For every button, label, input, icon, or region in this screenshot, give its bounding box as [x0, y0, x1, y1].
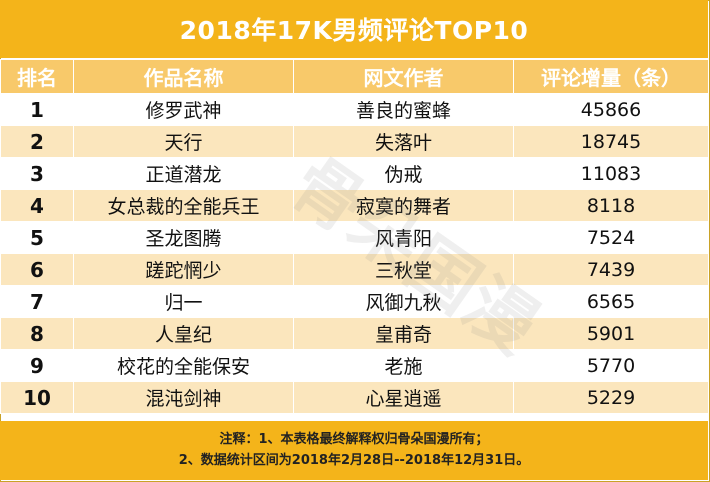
author-cell: 寂寞的舞者 — [293, 189, 514, 222]
count-cell: 5770 — [513, 349, 709, 382]
table-row: 7 归一 风御九秋 6565 — [0, 285, 709, 318]
work-cell: 人皇纪 — [73, 317, 294, 350]
rank-cell: 6 — [0, 253, 74, 286]
header-author: 网文作者 — [293, 59, 514, 94]
table-row: 2 天行 失落叶 18745 — [0, 125, 709, 158]
count-cell: 18745 — [513, 125, 709, 158]
table-row: 9 校花的全能保安 老施 5770 — [0, 349, 709, 382]
rank-cell: 10 — [0, 381, 74, 414]
count-cell: 8118 — [513, 189, 709, 222]
table-row: 6 蹉跎惘少 三秋堂 7439 — [0, 253, 709, 286]
author-cell: 老施 — [293, 349, 514, 382]
rank-cell: 9 — [0, 349, 74, 382]
author-cell: 心星逍遥 — [293, 381, 514, 414]
table-row: 4 女总裁的全能兵王 寂寞的舞者 8118 — [0, 189, 709, 222]
author-cell: 风青阳 — [293, 221, 514, 254]
header-count: 评论增量（条） — [513, 59, 709, 94]
rank-cell: 1 — [0, 93, 74, 126]
count-cell: 7524 — [513, 221, 709, 254]
footnote-line-2: 2、数据统计区间为2018年2月28日--2018年12月31日。 — [178, 453, 530, 468]
work-cell: 修罗武神 — [73, 93, 294, 126]
author-cell: 伪戒 — [293, 157, 514, 190]
table-row: 8 人皇纪 皇甫奇 5901 — [0, 317, 709, 350]
author-cell: 失落叶 — [293, 125, 514, 158]
work-cell: 归一 — [73, 285, 294, 318]
rank-cell: 4 — [0, 189, 74, 222]
table-row: 3 正道潜龙 伪戒 11083 — [0, 157, 709, 190]
work-cell: 混沌剑神 — [73, 381, 294, 414]
header-row: 排名 作品名称 网文作者 评论增量（条） — [0, 59, 709, 94]
footnote-line-1: 注释：1、本表格最终解释权归骨朵国漫所有； — [219, 432, 489, 447]
table-title: 2018年17K男频评论TOP10 — [0, 0, 708, 58]
count-cell: 5901 — [513, 317, 709, 350]
rank-cell: 5 — [0, 221, 74, 254]
count-cell: 5229 — [513, 381, 709, 414]
author-cell: 善良的蜜蜂 — [293, 93, 514, 126]
author-cell: 风御九秋 — [293, 285, 514, 318]
ranking-table: 排名 作品名称 网文作者 评论增量（条） 1 修罗武神 善良的蜜蜂 45 8 66 … — [0, 59, 709, 414]
table-row: 1 修罗武神 善良的蜜蜂 45866 — [0, 93, 709, 126]
count-cell: 11083 — [513, 157, 709, 190]
work-cell: 正道潜龙 — [73, 157, 294, 190]
rank-cell: 2 — [0, 125, 74, 158]
work-cell: 蹉跎惘少 — [73, 253, 294, 286]
rank-cell: 7 — [0, 285, 74, 318]
work-cell: 校花的全能保安 — [73, 349, 294, 382]
header-rank: 排名 — [0, 59, 74, 94]
work-cell: 天行 — [73, 125, 294, 158]
rank-cell: 8 — [0, 317, 74, 350]
header-work: 作品名称 — [73, 59, 294, 94]
rank-cell: 3 — [0, 157, 74, 190]
table-row: 5 圣龙图腾 风青阳 7524 — [0, 221, 709, 254]
table-footnote: 注释：1、本表格最终解释权归骨朵国漫所有； 2、数据统计区间为2018年2月28… — [0, 421, 708, 480]
count-cell: 6565 — [513, 285, 709, 318]
table-row: 10 混沌剑神 心星逍遥 5229 — [0, 381, 709, 414]
count-cell: 7439 — [513, 253, 709, 286]
author-cell: 皇甫奇 — [293, 317, 514, 350]
work-cell: 女总裁的全能兵王 — [73, 189, 294, 222]
work-cell: 圣龙图腾 — [73, 221, 294, 254]
count-cell: 45866 — [513, 93, 709, 126]
author-cell: 三秋堂 — [293, 253, 514, 286]
